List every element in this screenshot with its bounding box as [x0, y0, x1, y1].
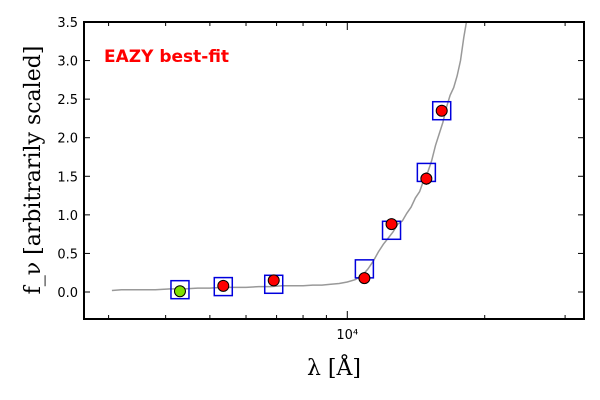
observed-point	[217, 279, 230, 292]
y-tick-label: 3.0	[57, 55, 78, 70]
x-tick-label: 10⁴	[336, 328, 358, 343]
y-tick-label: 0.5	[57, 247, 78, 262]
y-axis-label: f_ν [arbitrarily scaled]	[21, 46, 46, 295]
y-tick-label: 3.5	[57, 16, 78, 31]
observed-point	[173, 285, 186, 298]
plot-frame	[83, 21, 585, 320]
model-flux-box	[170, 279, 190, 300]
model-flux-box	[213, 276, 234, 297]
model-flux-box	[431, 100, 452, 121]
observed-point	[267, 274, 280, 287]
observed-point	[435, 104, 448, 117]
y-tick-label: 1.0	[57, 209, 78, 224]
y-tick-label: 2.0	[57, 132, 78, 147]
y-tick-label: 2.5	[57, 93, 78, 108]
observed-point	[358, 272, 371, 285]
observed-point	[385, 218, 398, 231]
points-layer	[170, 100, 452, 300]
observed-point	[420, 172, 433, 185]
x-axis-label: λ [Å]	[307, 353, 361, 381]
y-tick-label: 1.5	[57, 170, 78, 185]
annotation-label: EAZY best-fit	[104, 47, 229, 67]
y-tick-label: 0.0	[57, 286, 78, 301]
axis-ticks: 0.0 0.5 1.0 1.5 2.0 2.5 3.0 3.5 10⁴	[57, 16, 584, 343]
